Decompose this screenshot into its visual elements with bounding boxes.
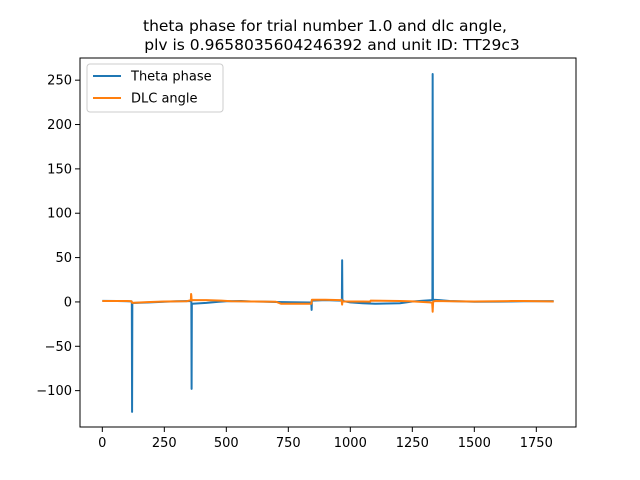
series-line-dlc-angle (102, 292, 554, 313)
y-tick-label: 150 (47, 162, 72, 177)
y-tick-label: 200 (47, 118, 72, 133)
series-layer (102, 72, 554, 413)
x-tick-label: 1250 (396, 436, 429, 451)
y-tick-label: 0 (64, 295, 72, 310)
y-tick-label: 100 (47, 207, 72, 222)
plot-frame (79, 57, 577, 428)
x-tick-label: 1500 (458, 436, 491, 451)
x-tick-label: 250 (152, 436, 177, 451)
x-axis: 0 250 500 750 1000 1250 1500 1750 (98, 427, 553, 451)
y-tick-label: 50 (55, 251, 72, 266)
y-tick-label: 250 (47, 74, 72, 89)
y-tick-label: −100 (36, 384, 72, 399)
y-tick-label: −50 (45, 340, 72, 355)
chart-title-line-1: theta phase for trial number 1.0 and dlc… (143, 17, 507, 35)
y-axis: −100 −50 0 50 100 150 200 250 (36, 74, 80, 399)
legend-label-theta-phase: Theta phase (130, 70, 212, 85)
plot-area-background (80, 58, 576, 427)
x-tick-label: 1000 (334, 436, 367, 451)
legend: Theta phase DLC angle (86, 63, 224, 113)
plot-area (79, 57, 577, 428)
x-tick-label: 1750 (520, 436, 553, 451)
x-tick-label: 0 (98, 436, 106, 451)
x-tick-label: 750 (276, 436, 301, 451)
legend-label-dlc-angle: DLC angle (131, 92, 198, 107)
x-tick-label: 500 (214, 436, 239, 451)
chart-title-line-2: plv is 0.9658035604246392 and unit ID: T… (144, 36, 520, 54)
